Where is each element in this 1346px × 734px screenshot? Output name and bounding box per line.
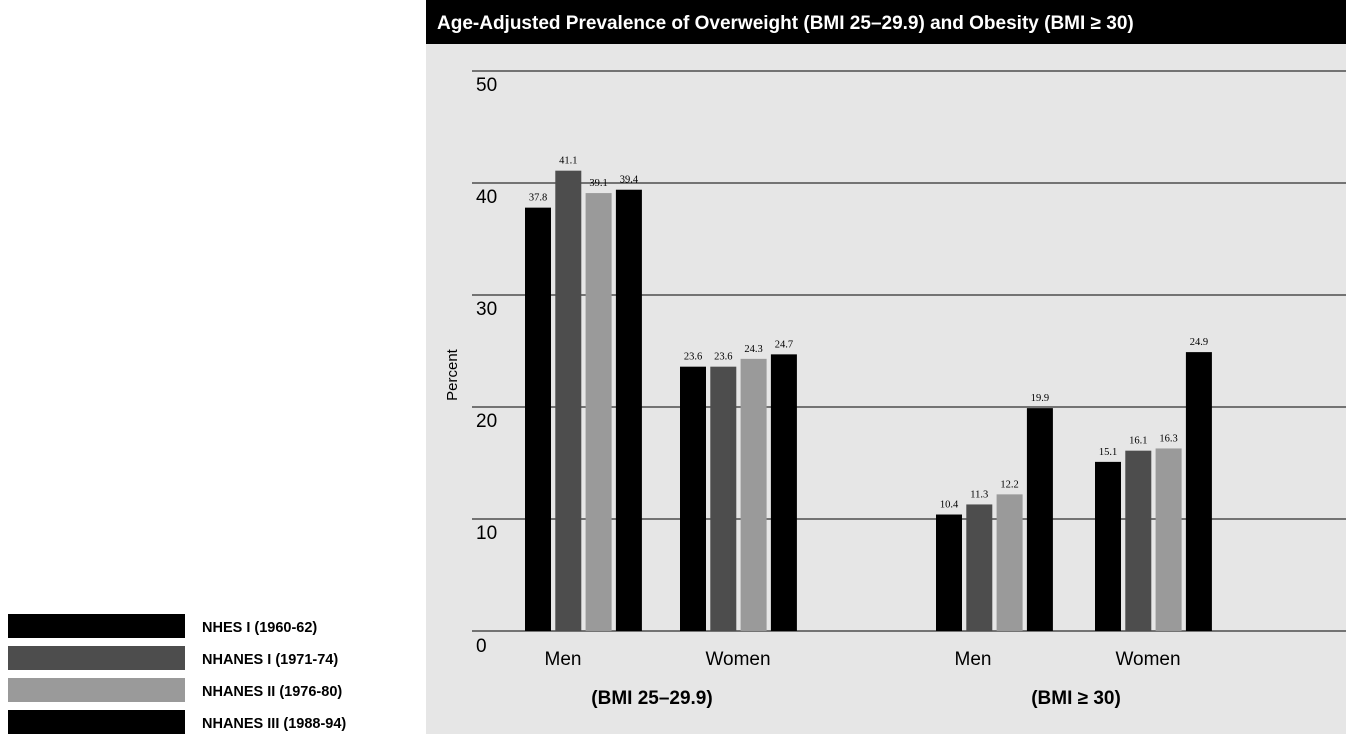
data-label-g1-c1-s0: 15.1 — [1099, 447, 1117, 458]
bar-g1-c0-s1 — [966, 504, 993, 631]
legend-label-0: NHES I (1960-62) — [202, 620, 317, 636]
data-label-g1-c1-s2: 16.3 — [1159, 433, 1177, 444]
chart-title: Age-Adjusted Prevalence of Overweight (B… — [437, 13, 1134, 34]
data-label-g1-c0-s0: 10.4 — [940, 500, 959, 511]
y-tick-0: 0 — [476, 636, 487, 657]
data-labels: 37.8 41.1 39.1 39.4 23.6 23.6 24.3 24.7 10.4 11.3… — [529, 156, 1208, 511]
category-label-g0-c0: Men — [545, 649, 582, 670]
bar-g0-c0-s0 — [525, 207, 551, 631]
legend-swatch-2 — [8, 678, 185, 702]
data-label-g1-c0-s1: 11.3 — [970, 489, 988, 500]
y-tick-10: 10 — [476, 523, 497, 544]
y-axis-label: Percent — [444, 348, 461, 401]
data-label-g0-c0-s1: 41.1 — [559, 156, 577, 167]
data-label-g0-c0-s0: 37.8 — [529, 193, 547, 204]
y-tick-20: 20 — [476, 411, 497, 432]
data-label-g0-c1-s3: 24.7 — [775, 339, 793, 350]
data-label-g0-c0-s3: 39.4 — [620, 175, 639, 186]
category-label-g1-c0: Men — [955, 649, 992, 670]
title-bar — [426, 0, 1346, 44]
data-label-g0-c1-s0: 23.6 — [684, 352, 702, 363]
legend-swatch-1 — [8, 646, 185, 670]
bar-g1-c1-s2 — [1155, 448, 1182, 631]
legend-label-2: NHANES II (1976-80) — [202, 684, 342, 700]
bar-g0-c0-s2 — [585, 193, 612, 631]
bar-g1-c0-s3 — [1026, 408, 1053, 631]
data-label-g0-c1-s2: 24.3 — [744, 344, 762, 355]
category-labels: Men Women Men Women — [545, 649, 1181, 670]
bar-g0-c0-s3 — [615, 189, 642, 631]
data-label-g0-c0-s2: 39.1 — [589, 178, 607, 189]
bar-g1-c1-s1 — [1125, 450, 1152, 631]
data-label-g1-c1-s1: 16.1 — [1129, 436, 1147, 447]
group-label-1: (BMI ≥ 30) — [1031, 688, 1121, 709]
bar-g1-c0-s0 — [936, 514, 962, 631]
legend-label-1: NHANES I (1971-74) — [202, 652, 338, 668]
bar-g0-c0-s1 — [555, 170, 582, 631]
data-label-g1-c0-s3: 19.9 — [1031, 393, 1049, 404]
category-label-g0-c1: Women — [705, 649, 770, 670]
data-label-g0-c1-s1: 23.6 — [714, 352, 732, 363]
bar-g1-c1-s3 — [1185, 352, 1212, 631]
legend-swatch-3 — [8, 710, 185, 734]
group-labels: (BMI 25–29.9) (BMI ≥ 30) — [591, 688, 1121, 709]
group-label-0: (BMI 25–29.9) — [591, 688, 712, 709]
y-tick-30: 30 — [476, 299, 497, 320]
bar-g0-c1-s2 — [740, 358, 767, 631]
bar-g0-c1-s1 — [710, 366, 737, 631]
y-tick-labels: 0 10 20 30 40 50 — [476, 75, 497, 657]
y-tick-40: 40 — [476, 187, 497, 208]
bars — [525, 170, 1212, 631]
category-label-g1-c1: Women — [1115, 649, 1180, 670]
data-label-g1-c1-s3: 24.9 — [1190, 337, 1208, 348]
legend: NHES I (1960-62) NHANES I (1971-74) NHANES… — [8, 614, 346, 734]
data-label-g1-c0-s2: 12.2 — [1000, 479, 1018, 490]
bar-g1-c0-s2 — [996, 494, 1023, 631]
legend-swatch-0 — [8, 614, 185, 638]
legend-label-3: NHANES III (1988-94) — [202, 716, 346, 732]
bar-g0-c1-s3 — [770, 354, 797, 631]
bar-g1-c1-s0 — [1095, 461, 1121, 631]
bar-g0-c1-s0 — [680, 366, 706, 631]
y-tick-50: 50 — [476, 75, 497, 96]
